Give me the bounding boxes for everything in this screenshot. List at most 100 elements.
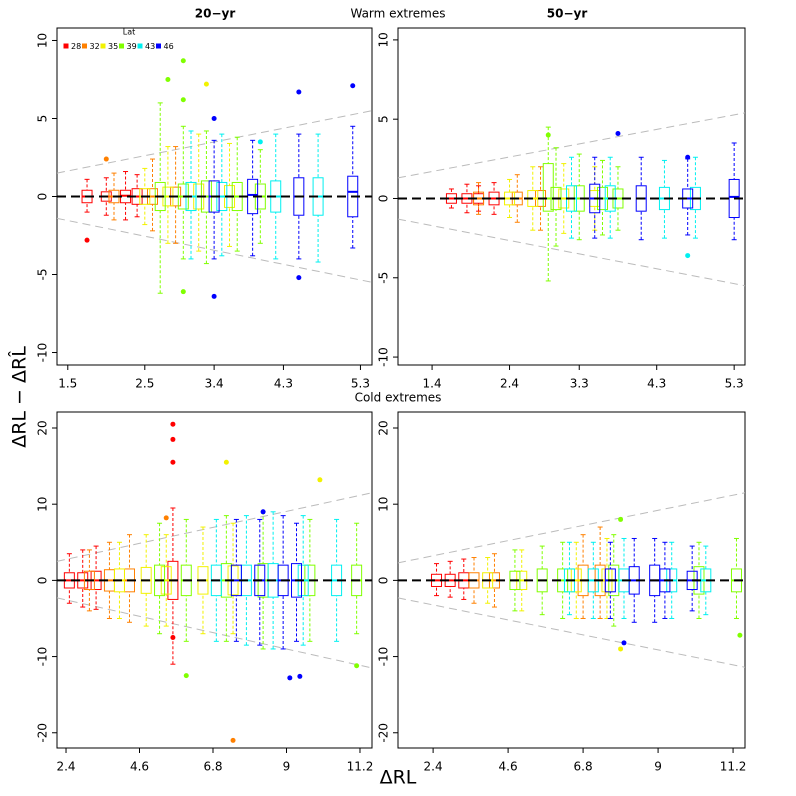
y-tick-label: 0 [377, 195, 391, 203]
x-tick-label: 5.3 [725, 377, 744, 391]
y-tick-label: 10 [377, 32, 391, 47]
y-tick-label: 5 [36, 115, 50, 123]
y-tick-label: -5 [377, 272, 391, 284]
outlier [165, 76, 171, 82]
y-tick-label: -5 [36, 269, 50, 281]
legend-label: 28 [71, 42, 81, 51]
outlier [618, 516, 624, 522]
x-tick-label: 6.8 [203, 760, 222, 774]
legend-swatch [100, 43, 106, 49]
outlier [211, 293, 217, 299]
y-tick-label: 20 [36, 420, 50, 435]
guide-line [397, 492, 746, 564]
outlier [287, 675, 293, 681]
guide-line [397, 218, 746, 287]
outlier [685, 253, 691, 259]
x-tick-label: 4.6 [499, 760, 518, 774]
y-axis-label: ΔRL − ΔRL̂ [8, 346, 30, 448]
outlier [84, 237, 90, 243]
y-tick-label: -20 [36, 723, 50, 743]
x-tick-label: 11.2 [720, 760, 747, 774]
outlier [737, 632, 743, 638]
outlier [618, 646, 624, 652]
outlier [170, 459, 176, 465]
y-tick-label: -20 [377, 723, 391, 743]
x-tick-label: 11.2 [347, 760, 374, 774]
x-axis-label: ΔRL [380, 767, 417, 789]
legend-label: 32 [90, 42, 100, 51]
x-tick-label: 2.4 [500, 377, 519, 391]
legend-swatch [63, 43, 69, 49]
x-tick-label: 6.8 [574, 760, 593, 774]
y-tick-label: -10 [36, 647, 50, 667]
outlier [183, 673, 189, 679]
outlier [350, 83, 356, 89]
row-title: Warm extremes [350, 7, 445, 21]
y-tick-label: 10 [36, 497, 50, 512]
outlier [354, 663, 360, 669]
y-tick-label: 10 [36, 33, 50, 48]
legend-label: 39 [127, 42, 137, 51]
y-tick-label: 10 [377, 497, 391, 512]
outlier [170, 421, 176, 427]
outlier [621, 640, 627, 646]
outlier [296, 275, 302, 281]
outlier [257, 139, 263, 145]
outlier [296, 89, 302, 95]
x-tick-label: 4.6 [130, 760, 149, 774]
column-title: 50−yr [547, 7, 588, 21]
guide-line [56, 492, 373, 562]
legend-label: 43 [145, 42, 155, 51]
row-title: Cold extremes [355, 391, 442, 405]
y-tick-label: 0 [36, 577, 50, 585]
legend-swatch [82, 43, 87, 49]
x-tick-label: 5.3 [351, 377, 370, 391]
outlier [180, 289, 186, 295]
guide-line [397, 597, 746, 668]
x-tick-label: 2.5 [135, 377, 154, 391]
y-tick-label: 20 [377, 420, 391, 435]
y-tick-label: -10 [377, 347, 391, 367]
guide-line [56, 597, 373, 669]
legend-swatch [137, 43, 143, 49]
outlier [163, 515, 169, 521]
plot-frame [397, 27, 746, 366]
outlier [170, 436, 176, 442]
y-tick-label: 0 [36, 193, 50, 201]
column-title: 20−yr [195, 7, 236, 21]
outlier [317, 477, 323, 483]
outlier [685, 154, 691, 160]
outlier [103, 156, 109, 162]
outlier [223, 459, 229, 465]
x-tick-label: 4.3 [274, 377, 293, 391]
y-tick-label: 0 [377, 577, 391, 585]
x-tick-label: 1.4 [423, 377, 442, 391]
y-tick-label: -10 [36, 343, 50, 363]
y-tick-label: -10 [377, 647, 391, 667]
outlier [170, 635, 176, 641]
legend-swatch [156, 43, 161, 49]
outlier [297, 673, 303, 679]
outlier [545, 132, 551, 138]
x-tick-label: 9 [283, 760, 291, 774]
outlier [211, 115, 217, 121]
legend-label: 35 [108, 42, 118, 51]
outlier [180, 58, 186, 64]
guide-line [56, 217, 373, 283]
legend-label: 46 [164, 42, 174, 51]
outlier [615, 130, 621, 136]
outlier [203, 81, 209, 87]
x-tick-label: 2.4 [424, 760, 443, 774]
legend-swatch [119, 43, 124, 49]
x-tick-label: 1.5 [58, 377, 77, 391]
x-tick-label: 3.3 [570, 377, 589, 391]
x-tick-label: 9 [654, 760, 662, 774]
outlier [180, 97, 186, 103]
y-tick-label: 5 [377, 115, 391, 123]
x-tick-label: 4.3 [647, 377, 666, 391]
outlier [230, 737, 236, 743]
outlier [260, 509, 266, 515]
x-tick-label: 2.4 [56, 760, 75, 774]
